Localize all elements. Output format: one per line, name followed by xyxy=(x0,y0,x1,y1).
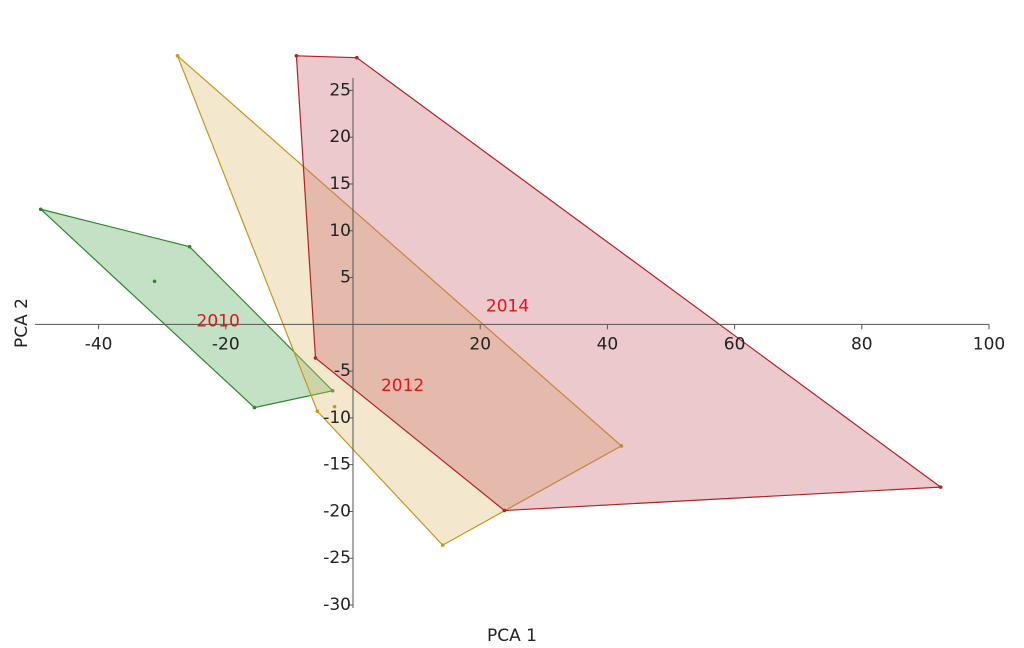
point xyxy=(175,54,180,58)
y-tick-label: -5 xyxy=(334,361,351,381)
y-tick-label: 20 xyxy=(329,127,351,147)
y-axis-title: PCA 2 xyxy=(12,298,32,348)
point xyxy=(938,485,943,489)
point xyxy=(294,54,299,58)
hull xyxy=(295,55,943,512)
y-tick-label: -10 xyxy=(323,408,351,428)
series-label: 2012 xyxy=(381,376,424,396)
point xyxy=(330,388,335,393)
point xyxy=(332,404,337,409)
point xyxy=(252,405,257,410)
point xyxy=(440,543,445,547)
point xyxy=(502,508,507,513)
x-tick-label: 100 xyxy=(973,334,1005,354)
x-axis-title: PCA 1 xyxy=(487,626,537,646)
y-tick-label: -20 xyxy=(323,501,351,521)
x-tick-label: 60 xyxy=(724,334,746,354)
x-tick-label: 80 xyxy=(851,334,873,354)
y-tick-label: 15 xyxy=(329,174,351,194)
x-tick-label: -40 xyxy=(85,334,113,354)
y-tick-label: 5 xyxy=(340,268,351,288)
point xyxy=(187,244,192,249)
y-tick-label: -25 xyxy=(323,548,351,568)
y-tick-label: -30 xyxy=(323,595,351,615)
y-tick-label: 25 xyxy=(329,80,351,100)
point xyxy=(38,207,43,212)
point xyxy=(313,356,318,360)
point xyxy=(619,444,624,448)
x-tick-label: -20 xyxy=(212,334,240,354)
series-label: 2014 xyxy=(486,297,529,317)
point xyxy=(152,279,157,284)
y-tick-label: -15 xyxy=(323,455,351,475)
point xyxy=(355,55,359,60)
y-tick-label: 10 xyxy=(329,221,351,241)
x-tick-label: 40 xyxy=(597,334,619,354)
point xyxy=(315,409,320,414)
x-tick-label: 20 xyxy=(469,334,491,354)
series-label: 2010 xyxy=(197,312,240,332)
